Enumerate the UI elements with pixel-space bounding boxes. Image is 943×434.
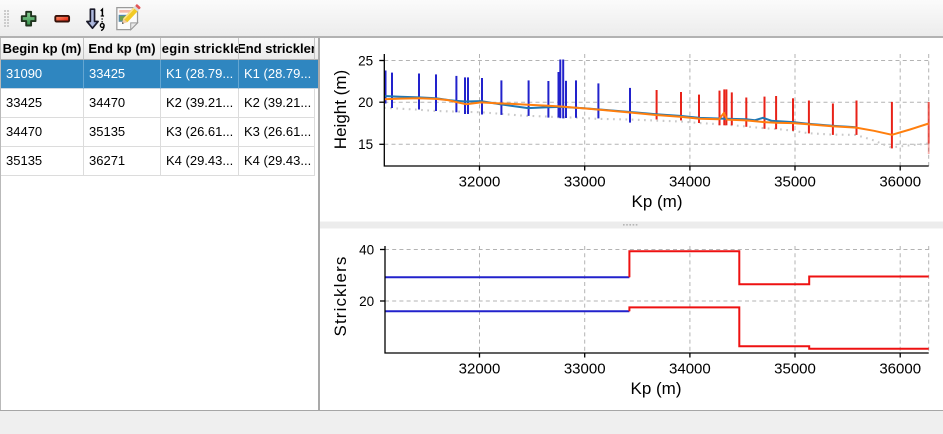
- svg-text:Kp (m): Kp (m): [632, 192, 683, 211]
- svg-text:36000: 36000: [879, 361, 921, 378]
- svg-text:25: 25: [358, 53, 373, 68]
- svg-text:Height (m): Height (m): [331, 70, 350, 149]
- svg-text:40: 40: [359, 242, 374, 257]
- svg-text:20: 20: [359, 294, 374, 309]
- svg-text:35000: 35000: [774, 361, 816, 378]
- svg-text:32000: 32000: [459, 361, 501, 378]
- svg-text:34000: 34000: [669, 361, 711, 378]
- svg-text:15: 15: [358, 137, 373, 152]
- svg-text:36000: 36000: [879, 174, 921, 191]
- svg-text:34000: 34000: [669, 174, 711, 191]
- svg-text:Kp (m): Kp (m): [631, 379, 682, 398]
- svg-text:Stricklers: Stricklers: [331, 256, 350, 337]
- svg-text:35000: 35000: [774, 174, 816, 191]
- svg-text:33000: 33000: [564, 361, 606, 378]
- svg-text:32000: 32000: [459, 174, 501, 191]
- svg-text:20: 20: [358, 95, 373, 110]
- svg-text:33000: 33000: [564, 174, 606, 191]
